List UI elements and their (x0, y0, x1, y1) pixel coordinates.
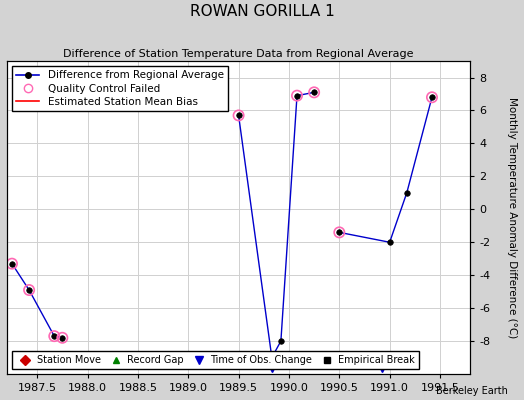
Title: Difference of Station Temperature Data from Regional Average: Difference of Station Temperature Data f… (63, 49, 414, 59)
Point (310, 89, 318, 96)
Point (428, 94, 436, 100)
Point (234, 112, 243, 119)
Point (335, 229, 344, 236)
Text: Berkeley Earth: Berkeley Earth (436, 386, 508, 396)
Point (25, 287, 34, 293)
Point (293, 92, 301, 99)
Point (58, 334, 67, 341)
Y-axis label: Monthly Temperature Anomaly Difference (°C): Monthly Temperature Anomaly Difference (… (507, 97, 517, 338)
Point (8, 260, 16, 267)
Text: ROWAN GORILLA 1: ROWAN GORILLA 1 (190, 4, 334, 19)
Legend: Station Move, Record Gap, Time of Obs. Change, Empirical Break: Station Move, Record Gap, Time of Obs. C… (12, 351, 419, 369)
Point (50, 333, 59, 339)
